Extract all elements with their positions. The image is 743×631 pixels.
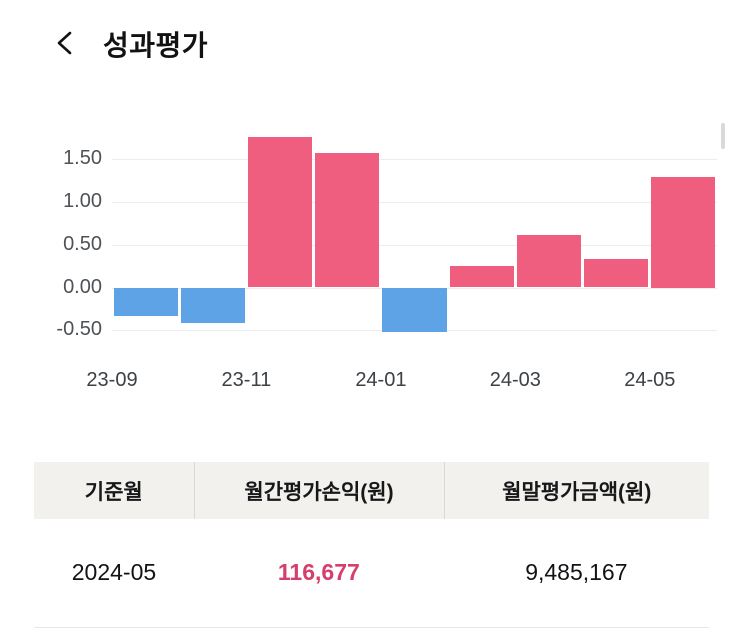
- column-header-eom-value: 월말평가금액(원): [443, 462, 709, 519]
- y-axis-tick-label: -0.50: [56, 318, 102, 341]
- cell-monthly-pl: 116,677: [277, 558, 360, 585]
- bar-24-04[interactable]: [584, 259, 649, 288]
- app-header: 성과평가: [52, 24, 208, 64]
- back-button[interactable]: [52, 29, 78, 59]
- bar-23-11[interactable]: [247, 137, 313, 288]
- x-axis-tick-label: 24-05: [624, 369, 676, 391]
- x-axis-tick-label: 24-03: [489, 369, 541, 391]
- x-axis-tick-label: 24-01: [355, 369, 407, 391]
- gridline: [112, 202, 717, 204]
- performance-chart: 1.50 1.00 0.50 0.00 -0.50 23-09 23-11 24-01 24-0…: [30, 121, 725, 403]
- gridline: [112, 159, 717, 161]
- y-axis-tick-label: 1.50: [63, 147, 102, 170]
- column-header-base-month: 기준월: [84, 480, 143, 504]
- x-axis-tick-label: 23-11: [221, 369, 272, 391]
- cell-eom-value: 9,485,167: [525, 558, 628, 585]
- summary-table: 기준월 월간평가손익(원) 월말평가금액(원) 2024-05 116,677 …: [34, 462, 709, 630]
- table-row: 2024-05 116,677 9,485,167: [34, 549, 709, 595]
- bar-24-05[interactable]: [651, 176, 716, 288]
- bar-23-12[interactable]: [315, 152, 380, 288]
- cell-base-month: 2024-05: [71, 558, 157, 585]
- chart-plot[interactable]: [112, 121, 717, 349]
- divider: [34, 627, 709, 628]
- bar-23-09[interactable]: [113, 287, 178, 316]
- chevron-left-icon: [54, 30, 76, 59]
- y-axis-tick-label: 1.00: [63, 190, 102, 213]
- bar-24-03[interactable]: [516, 234, 581, 288]
- column-header-monthly-pl: 월간평가손익(원): [193, 462, 444, 519]
- bar-23-10[interactable]: [180, 287, 245, 323]
- table-header-row: 기준월 월간평가손익(원) 월말평가금액(원): [34, 462, 709, 519]
- bar-24-02[interactable]: [449, 266, 514, 288]
- gridline: [112, 244, 717, 246]
- chart-scrollbar[interactable]: [721, 123, 725, 149]
- page-title: 성과평가: [103, 30, 209, 61]
- bar-24-01[interactable]: [382, 287, 447, 332]
- y-axis-tick-label: 0.00: [63, 275, 102, 298]
- x-axis-tick-label: 23-09: [86, 369, 138, 391]
- y-axis-tick-label: 0.50: [63, 232, 102, 255]
